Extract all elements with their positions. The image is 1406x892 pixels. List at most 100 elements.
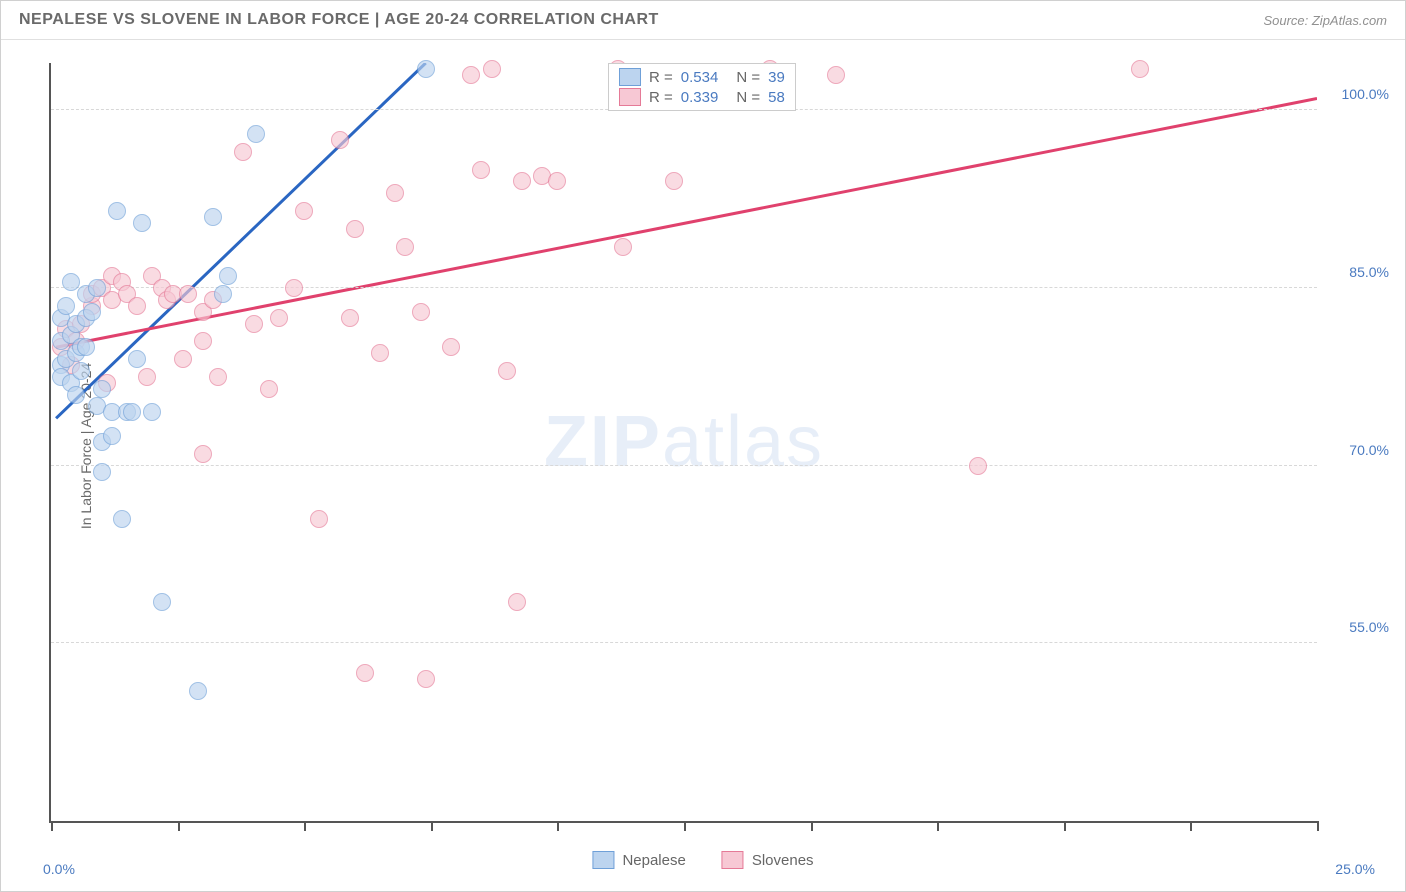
scatter-point-slovenes (331, 131, 349, 149)
scatter-point-slovenes (310, 510, 328, 528)
x-tick (431, 821, 433, 831)
scatter-point-slovenes (396, 238, 414, 256)
scatter-point-slovenes (138, 368, 156, 386)
plot-area: ZIPatlas 55.0%70.0%85.0%100.0%R =0.534N … (49, 63, 1317, 823)
chart-title: NEPALESE VS SLOVENE IN LABOR FORCE | AGE… (19, 11, 659, 29)
x-label-min: 0.0% (43, 861, 75, 877)
n-label: N = (736, 69, 760, 86)
scatter-point-slovenes (346, 220, 364, 238)
gridline-h (51, 287, 1317, 288)
x-tick (1317, 821, 1319, 831)
watermark-light: atlas (662, 402, 824, 482)
scatter-point-nepalese (83, 303, 101, 321)
scatter-point-slovenes (483, 60, 501, 78)
scatter-point-slovenes (969, 457, 987, 475)
x-tick (811, 821, 813, 831)
scatter-point-slovenes (194, 332, 212, 350)
scatter-point-nepalese (189, 682, 207, 700)
x-tick (684, 821, 686, 831)
scatter-point-slovenes (498, 362, 516, 380)
scatter-point-slovenes (194, 445, 212, 463)
scatter-point-slovenes (341, 309, 359, 327)
scatter-point-slovenes (614, 238, 632, 256)
gridline-h (51, 465, 1317, 466)
x-tick (1064, 821, 1066, 831)
legend-label-slovenes: Slovenes (752, 852, 814, 869)
bottom-legend: Nepalese Slovenes (592, 851, 813, 869)
scatter-point-nepalese (214, 285, 232, 303)
r-label: R = (649, 89, 673, 106)
scatter-point-nepalese (247, 125, 265, 143)
legend-swatch-nepalese (592, 851, 614, 869)
y-tick-label: 55.0% (1323, 619, 1389, 635)
scatter-point-nepalese (77, 338, 95, 356)
trendline-nepalese (56, 63, 426, 418)
scatter-point-slovenes (1131, 60, 1149, 78)
scatter-point-slovenes (260, 380, 278, 398)
x-tick (304, 821, 306, 831)
scatter-point-nepalese (88, 279, 106, 297)
scatter-point-slovenes (417, 670, 435, 688)
scatter-point-slovenes (386, 184, 404, 202)
scatter-point-slovenes (442, 338, 460, 356)
scatter-point-nepalese (204, 208, 222, 226)
scatter-point-slovenes (245, 315, 263, 333)
legend-item-slovenes: Slovenes (722, 851, 814, 869)
stats-legend: R =0.534N =39R =0.339N =58 (608, 63, 796, 111)
trendline-slovenes (56, 99, 1317, 348)
scatter-point-nepalese (153, 593, 171, 611)
x-label-max: 25.0% (1335, 861, 1375, 877)
chart-header: NEPALESE VS SLOVENE IN LABOR FORCE | AGE… (1, 1, 1405, 40)
x-tick (1190, 821, 1192, 831)
watermark: ZIPatlas (544, 401, 824, 483)
x-tick (51, 821, 53, 831)
scatter-point-slovenes (665, 172, 683, 190)
x-tick (178, 821, 180, 831)
x-tick (937, 821, 939, 831)
scatter-point-slovenes (285, 279, 303, 297)
n-value-slovenes: 58 (768, 89, 785, 106)
scatter-point-nepalese (219, 267, 237, 285)
scatter-point-slovenes (209, 368, 227, 386)
stats-swatch-nepalese (619, 68, 641, 86)
scatter-point-slovenes (462, 66, 480, 84)
scatter-point-slovenes (270, 309, 288, 327)
r-value-slovenes: 0.339 (681, 89, 719, 106)
r-value-nepalese: 0.534 (681, 69, 719, 86)
y-tick-label: 70.0% (1323, 442, 1389, 458)
scatter-point-slovenes (827, 66, 845, 84)
source-label: Source: ZipAtlas.com (1263, 13, 1387, 28)
scatter-point-nepalese (93, 380, 111, 398)
stats-row-slovenes: R =0.339N =58 (619, 88, 785, 106)
scatter-point-nepalese (417, 60, 435, 78)
legend-label-nepalese: Nepalese (622, 852, 685, 869)
x-tick (557, 821, 559, 831)
scatter-point-nepalese (123, 403, 141, 421)
gridline-h (51, 642, 1317, 643)
scatter-point-slovenes (508, 593, 526, 611)
scatter-point-nepalese (62, 273, 80, 291)
n-value-nepalese: 39 (768, 69, 785, 86)
scatter-point-nepalese (108, 202, 126, 220)
watermark-bold: ZIP (544, 402, 662, 482)
scatter-point-slovenes (371, 344, 389, 362)
y-tick-label: 85.0% (1323, 264, 1389, 280)
scatter-point-slovenes (295, 202, 313, 220)
scatter-point-slovenes (174, 350, 192, 368)
scatter-point-nepalese (93, 463, 111, 481)
scatter-point-slovenes (128, 297, 146, 315)
scatter-point-nepalese (113, 510, 131, 528)
scatter-point-nepalese (67, 386, 85, 404)
scatter-point-nepalese (133, 214, 151, 232)
scatter-point-nepalese (57, 297, 75, 315)
legend-swatch-slovenes (722, 851, 744, 869)
stats-swatch-slovenes (619, 88, 641, 106)
scatter-point-slovenes (179, 285, 197, 303)
stats-row-nepalese: R = 0.534 N = 39 (619, 68, 785, 86)
scatter-point-nepalese (72, 362, 90, 380)
scatter-point-slovenes (513, 172, 531, 190)
scatter-point-slovenes (548, 172, 566, 190)
y-tick-label: 100.0% (1323, 86, 1389, 102)
r-label: R = (649, 69, 673, 86)
scatter-point-slovenes (472, 161, 490, 179)
